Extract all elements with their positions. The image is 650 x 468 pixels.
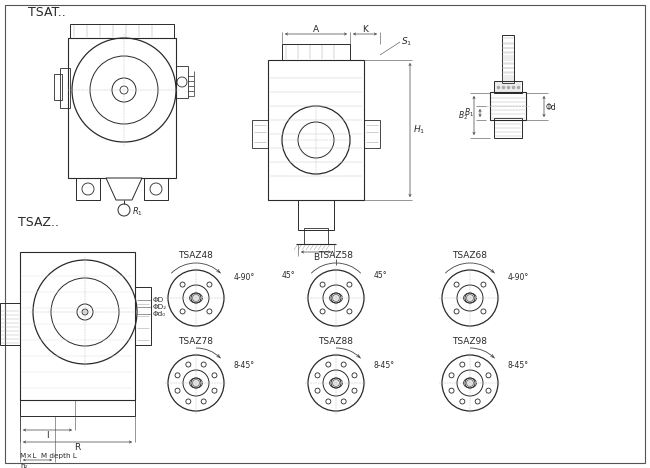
Text: TSAZ58: TSAZ58 — [318, 251, 354, 261]
Bar — [502, 35, 514, 83]
Text: $H_1$: $H_1$ — [413, 124, 425, 136]
Polygon shape — [106, 178, 142, 200]
Text: 8-45°: 8-45° — [234, 361, 255, 370]
Text: Φd: Φd — [546, 102, 557, 111]
Circle shape — [467, 380, 473, 387]
Text: 4-90°: 4-90° — [508, 272, 529, 281]
Text: A: A — [313, 24, 319, 34]
Bar — [135, 287, 151, 345]
Circle shape — [82, 309, 88, 315]
Bar — [76, 178, 100, 200]
Text: TSAZ48: TSAZ48 — [179, 251, 213, 261]
Text: TSAZ88: TSAZ88 — [318, 336, 354, 345]
Text: l: l — [46, 431, 48, 440]
Bar — [282, 44, 350, 60]
Text: $B_1$: $B_1$ — [464, 107, 474, 119]
Text: K: K — [362, 24, 368, 34]
Text: $B_2$: $B_2$ — [458, 109, 468, 122]
Text: TSAZ..: TSAZ.. — [18, 217, 59, 229]
Bar — [494, 118, 522, 138]
Bar — [60, 68, 70, 108]
Bar — [176, 66, 188, 98]
Bar — [490, 92, 526, 120]
Circle shape — [192, 380, 200, 387]
Text: TSAZ68: TSAZ68 — [452, 251, 488, 261]
Bar — [20, 252, 135, 400]
Bar — [20, 400, 135, 416]
Bar — [252, 120, 268, 148]
Bar — [268, 60, 364, 200]
Text: 4-90°: 4-90° — [234, 272, 255, 281]
Bar — [364, 120, 380, 148]
Text: 8-45°: 8-45° — [374, 361, 395, 370]
Bar — [144, 178, 168, 200]
Text: R: R — [74, 444, 81, 453]
Text: h₂: h₂ — [20, 463, 27, 468]
Bar — [304, 228, 328, 244]
Text: 45°: 45° — [374, 271, 387, 280]
Bar — [494, 81, 522, 93]
Text: TSAZ78: TSAZ78 — [179, 336, 213, 345]
Text: ΦD₂: ΦD₂ — [153, 304, 167, 310]
Text: $R_1$: $R_1$ — [132, 206, 143, 218]
Text: ΦD: ΦD — [153, 297, 164, 303]
Text: Φd₀: Φd₀ — [153, 311, 166, 317]
Circle shape — [333, 380, 339, 387]
Text: B: B — [313, 254, 319, 263]
Bar — [68, 38, 176, 178]
Bar — [54, 74, 62, 100]
Text: 8-45°: 8-45° — [508, 361, 529, 370]
Text: M×L  M depth L: M×L M depth L — [20, 453, 77, 459]
Text: 45°: 45° — [281, 271, 295, 280]
Text: TSAT..: TSAT.. — [28, 7, 66, 20]
Text: $S_1$: $S_1$ — [401, 36, 412, 48]
Circle shape — [467, 294, 473, 301]
Circle shape — [333, 294, 339, 301]
Circle shape — [192, 294, 200, 301]
Text: TSAZ98: TSAZ98 — [452, 336, 488, 345]
Bar — [298, 200, 334, 230]
Bar — [70, 24, 174, 38]
Bar — [0, 303, 20, 345]
